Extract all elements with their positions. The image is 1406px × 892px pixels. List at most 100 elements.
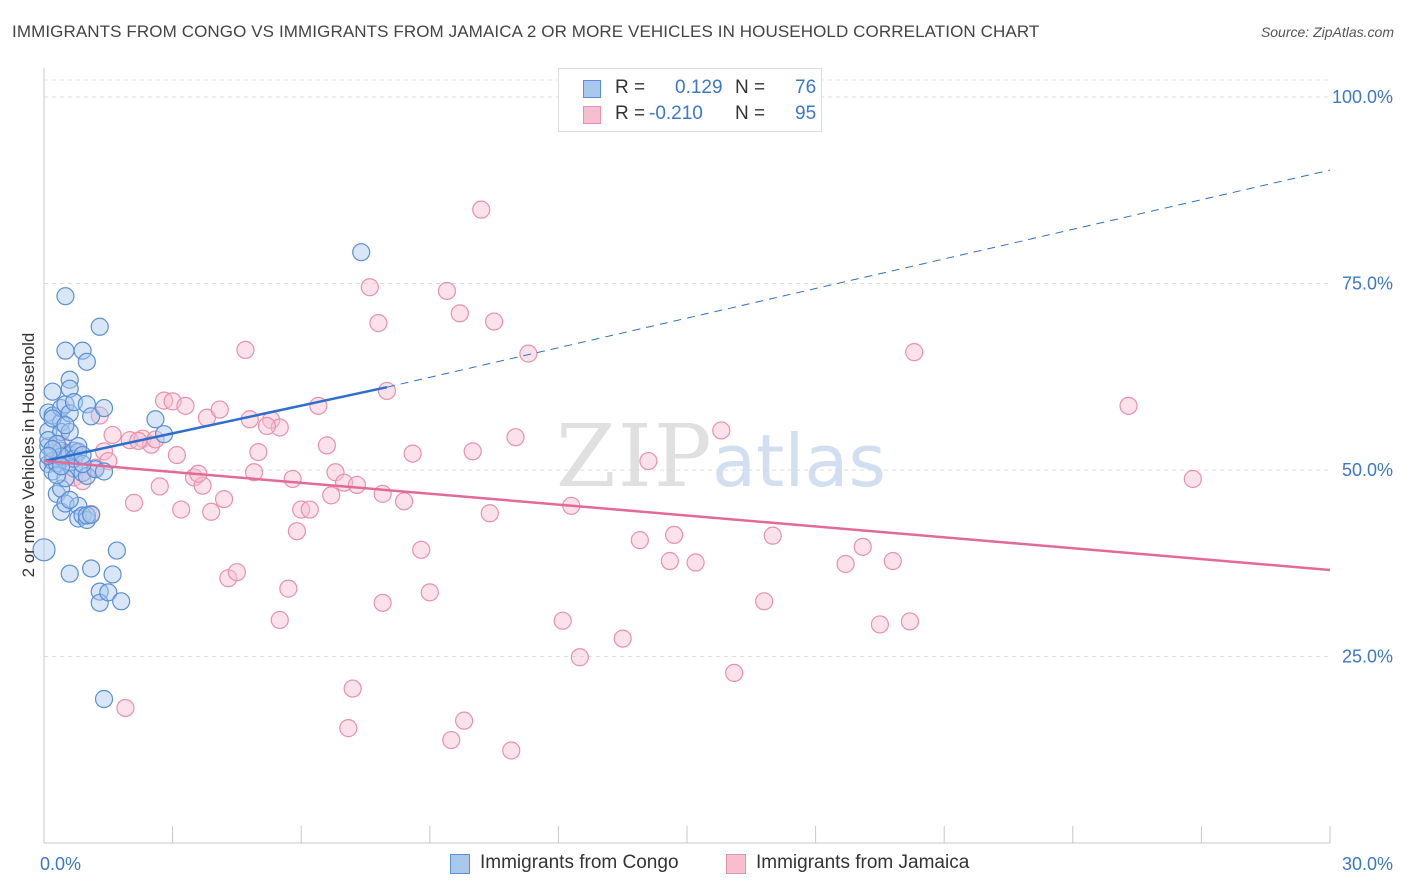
- congo-point: [107, 541, 126, 560]
- jamaica-point: [369, 313, 388, 333]
- jamaica-point: [176, 396, 195, 415]
- congo-point: [103, 565, 122, 584]
- congo-point: [146, 410, 165, 429]
- congo-point: [56, 287, 75, 306]
- jamaica-point: [244, 463, 264, 482]
- jamaica-point: [630, 531, 649, 550]
- congo-point: [94, 689, 114, 709]
- jamaica-point: [322, 486, 341, 505]
- jamaica-point: [116, 698, 135, 718]
- jamaica-point: [472, 200, 491, 219]
- watermark-zip: ZIP: [556, 407, 714, 507]
- watermark-atlas: atlas: [712, 419, 886, 503]
- congo-point: [56, 416, 75, 435]
- jamaica-point: [300, 500, 319, 519]
- jamaica-point: [570, 648, 589, 667]
- jamaica-point: [725, 663, 744, 683]
- congo-point: [77, 395, 96, 414]
- jamaica-point: [236, 340, 255, 359]
- jamaica-point: [442, 730, 461, 750]
- congo-point: [82, 505, 101, 524]
- congo-n-value: 76: [795, 77, 817, 98]
- jamaica-point: [339, 719, 358, 738]
- jamaica-n-value: 95: [795, 103, 817, 124]
- congo-point: [56, 341, 75, 360]
- jamaica-n-label: N =: [735, 103, 766, 124]
- jamaica-point: [883, 551, 902, 571]
- jamaica-point: [506, 428, 525, 447]
- congo-point: [77, 352, 96, 371]
- jamaica-point: [317, 436, 337, 455]
- congo-point: [60, 404, 79, 423]
- correlation-legend: R = 0.129 N = 76 R = -0.210 N = 95: [558, 68, 822, 132]
- jamaica-point: [150, 477, 169, 496]
- congo-legend-label: Immigrants from Congo: [480, 852, 679, 873]
- y-tick-label: 100.0%: [1332, 87, 1393, 107]
- tick-labels: 25.0% 50.0% 75.0% 100.0% 0.0% 30.0%: [40, 87, 1393, 874]
- jamaica-point: [214, 489, 234, 509]
- jamaica-trend-line: [43, 459, 1331, 572]
- jamaica-point: [412, 540, 431, 559]
- jamaica-r-label: R =: [615, 103, 646, 124]
- congo-point: [90, 317, 109, 336]
- congo-r-label: R =: [615, 77, 646, 98]
- jamaica-point: [347, 475, 367, 495]
- x-tick-label: 0.0%: [40, 854, 81, 874]
- source-credit: Source: ZipAtlas.com: [1260, 24, 1394, 40]
- congo-point: [82, 559, 101, 578]
- jamaica-point: [377, 381, 397, 401]
- congo-point: [60, 490, 79, 509]
- jamaica-point: [905, 343, 924, 362]
- watermark: ZIP atlas: [556, 407, 886, 507]
- jamaica-point: [665, 525, 684, 545]
- jamaica-point: [210, 400, 229, 419]
- jamaica-point: [900, 612, 920, 631]
- congo-legend-swatch: [450, 854, 470, 874]
- congo-point: [112, 592, 131, 611]
- jamaica-point: [373, 593, 392, 612]
- jamaica-point: [279, 579, 298, 598]
- jamaica-point: [755, 592, 774, 611]
- chart-title: IMMIGRANTS FROM CONGO VS IMMIGRANTS FROM…: [12, 22, 1040, 41]
- y-tick-label: 75.0%: [1342, 274, 1393, 294]
- jamaica-point: [343, 679, 362, 698]
- jamaica-point: [167, 445, 186, 465]
- jamaica-point: [613, 629, 632, 648]
- jamaica-point: [463, 442, 482, 461]
- jamaica-point: [373, 484, 392, 503]
- jamaica-point: [553, 611, 572, 630]
- jamaica-point: [283, 469, 302, 489]
- jamaica-point: [480, 504, 499, 523]
- jamaica-point: [502, 741, 521, 760]
- jamaica-point: [360, 278, 379, 297]
- congo-point: [43, 382, 62, 401]
- y-axis-label: 2 or more Vehicles in Household: [19, 333, 38, 578]
- congo-points: [32, 243, 371, 709]
- congo-trend-extension: [386, 169, 1331, 388]
- jamaica-points: [52, 200, 1202, 760]
- jamaica-point: [712, 421, 731, 440]
- congo-point: [60, 564, 79, 583]
- jamaica-point: [660, 551, 679, 571]
- congo-point: [73, 341, 92, 360]
- congo-point: [352, 243, 371, 262]
- y-tick-label: 25.0%: [1342, 647, 1393, 667]
- jamaica-point: [437, 281, 457, 301]
- jamaica-point: [454, 711, 474, 730]
- jamaica-point: [124, 493, 144, 512]
- congo-point: [99, 583, 118, 602]
- jamaica-point: [227, 563, 246, 582]
- jamaica-point: [103, 425, 122, 445]
- jamaica-point: [450, 304, 469, 323]
- congo-point: [47, 466, 66, 485]
- jamaica-point: [420, 583, 439, 602]
- jamaica-point: [1183, 469, 1202, 489]
- jamaica-legend-label: Immigrants from Jamaica: [756, 852, 970, 873]
- jamaica-point: [853, 537, 872, 556]
- jamaica-point: [202, 502, 221, 521]
- jamaica-point: [270, 610, 289, 630]
- jamaica-point: [485, 312, 504, 331]
- jamaica-point: [249, 442, 268, 462]
- congo-r-value: 0.129: [675, 77, 723, 98]
- y-tick-label: 50.0%: [1342, 460, 1393, 480]
